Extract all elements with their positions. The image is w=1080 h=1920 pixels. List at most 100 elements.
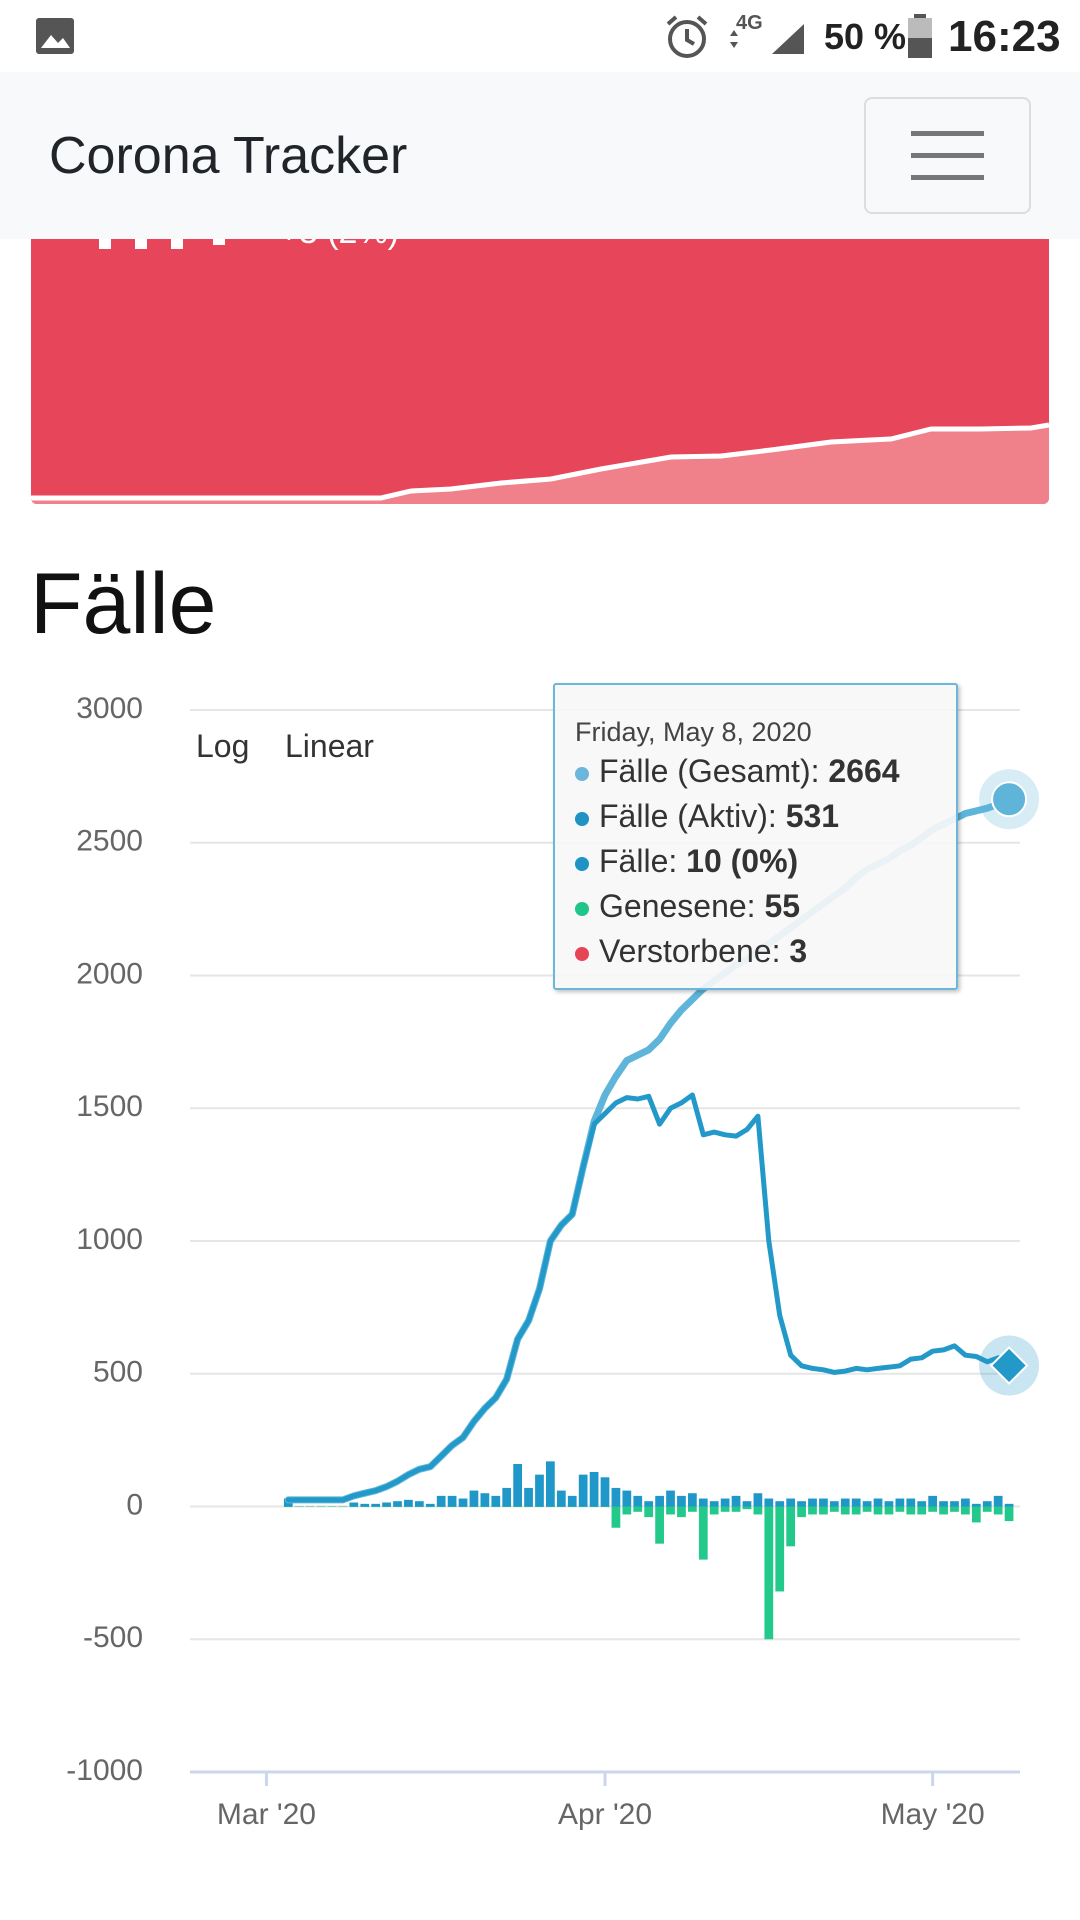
bar bbox=[884, 1506, 894, 1515]
bar bbox=[731, 1506, 741, 1512]
bar bbox=[655, 1506, 664, 1544]
bar bbox=[393, 1506, 402, 1507]
bar bbox=[436, 1506, 446, 1507]
battery-text: 50 % bbox=[824, 16, 907, 57]
signal-icon bbox=[730, 24, 804, 54]
bar bbox=[982, 1501, 992, 1507]
bar bbox=[698, 1506, 708, 1560]
bar bbox=[808, 1498, 817, 1507]
x-tick-label: Apr '20 bbox=[558, 1798, 652, 1831]
bar bbox=[578, 1474, 588, 1507]
bar bbox=[786, 1506, 796, 1547]
bar bbox=[709, 1506, 719, 1515]
bar bbox=[753, 1493, 763, 1507]
bar bbox=[644, 1501, 654, 1507]
bar bbox=[480, 1506, 490, 1507]
bar bbox=[338, 1506, 348, 1507]
bar bbox=[480, 1493, 490, 1507]
bar bbox=[491, 1495, 501, 1507]
bar bbox=[895, 1498, 905, 1507]
tooltip: Friday, May 8, 2020 Fälle (Gesamt): 2664… bbox=[553, 683, 958, 990]
legend-dot bbox=[575, 901, 589, 916]
bar bbox=[458, 1498, 468, 1507]
bar bbox=[928, 1506, 937, 1512]
bar bbox=[709, 1501, 719, 1507]
bar bbox=[425, 1506, 435, 1507]
legend-dot bbox=[575, 856, 589, 871]
bar bbox=[971, 1506, 981, 1523]
tooltip-row: Genesene: 55 bbox=[575, 888, 800, 925]
bar bbox=[862, 1506, 872, 1512]
tooltip-date: Friday, May 8, 2020 bbox=[575, 717, 812, 747]
bar bbox=[404, 1499, 413, 1507]
bar bbox=[513, 1506, 522, 1507]
bar bbox=[764, 1498, 774, 1507]
bar bbox=[950, 1506, 959, 1512]
bar bbox=[578, 1506, 588, 1507]
tooltip-value: 3 bbox=[789, 933, 808, 969]
bar bbox=[447, 1495, 457, 1507]
bar bbox=[600, 1506, 610, 1507]
line bbox=[285, 1092, 1012, 1503]
bar bbox=[742, 1501, 752, 1507]
digit-fragment bbox=[99, 239, 111, 249]
menu-toggle[interactable] bbox=[864, 97, 1031, 214]
y-tick-label: 0 bbox=[126, 1488, 143, 1521]
y-tick-label: 2000 bbox=[76, 957, 143, 990]
bar bbox=[600, 1477, 610, 1507]
tooltip-value: 2664 bbox=[828, 753, 900, 789]
bar bbox=[414, 1501, 424, 1507]
bar bbox=[884, 1501, 894, 1507]
deaths-card: +3 (2%) bbox=[31, 239, 1049, 504]
bar bbox=[720, 1506, 730, 1512]
bar bbox=[993, 1506, 1003, 1515]
bar bbox=[797, 1506, 806, 1518]
bar bbox=[349, 1502, 359, 1507]
bar bbox=[524, 1487, 533, 1507]
bar bbox=[535, 1474, 544, 1507]
hover-marker bbox=[991, 781, 1028, 818]
bar bbox=[666, 1506, 675, 1515]
bar bbox=[622, 1490, 632, 1507]
x-tick-label: Mar '20 bbox=[217, 1798, 316, 1831]
bar bbox=[491, 1506, 501, 1507]
bar bbox=[556, 1490, 566, 1507]
navbar: Corona Tracker bbox=[0, 72, 1080, 239]
gallery-icon bbox=[36, 18, 74, 54]
digit-fragment bbox=[213, 239, 225, 245]
bar bbox=[829, 1506, 839, 1512]
bar bbox=[906, 1498, 916, 1507]
bar bbox=[556, 1506, 566, 1507]
bar bbox=[895, 1506, 905, 1512]
bar bbox=[382, 1502, 391, 1507]
bar bbox=[567, 1506, 577, 1507]
scale-button[interactable]: Linear bbox=[285, 728, 374, 764]
bar bbox=[436, 1495, 446, 1507]
bar bbox=[786, 1498, 796, 1507]
digit-fragment bbox=[135, 239, 147, 249]
bar bbox=[425, 1503, 435, 1507]
bar bbox=[567, 1495, 577, 1507]
bar bbox=[840, 1506, 850, 1515]
alarm-icon bbox=[666, 15, 708, 58]
bar bbox=[961, 1498, 970, 1507]
bar bbox=[1004, 1506, 1014, 1522]
bar bbox=[677, 1495, 686, 1507]
network-type: 4G bbox=[736, 12, 763, 34]
bar bbox=[644, 1506, 654, 1518]
bar bbox=[535, 1506, 544, 1507]
bar bbox=[906, 1506, 916, 1515]
scale-button[interactable]: Log bbox=[196, 728, 250, 764]
bar bbox=[349, 1506, 359, 1507]
bar bbox=[819, 1506, 828, 1515]
bar bbox=[819, 1498, 828, 1507]
bar bbox=[469, 1490, 479, 1507]
bar bbox=[283, 1506, 293, 1507]
tooltip-value: 531 bbox=[785, 798, 840, 834]
bar bbox=[502, 1487, 512, 1507]
bar bbox=[414, 1506, 424, 1507]
bar bbox=[851, 1498, 861, 1507]
battery-icon bbox=[908, 14, 932, 58]
tooltip-label: Genesene: bbox=[599, 888, 756, 924]
